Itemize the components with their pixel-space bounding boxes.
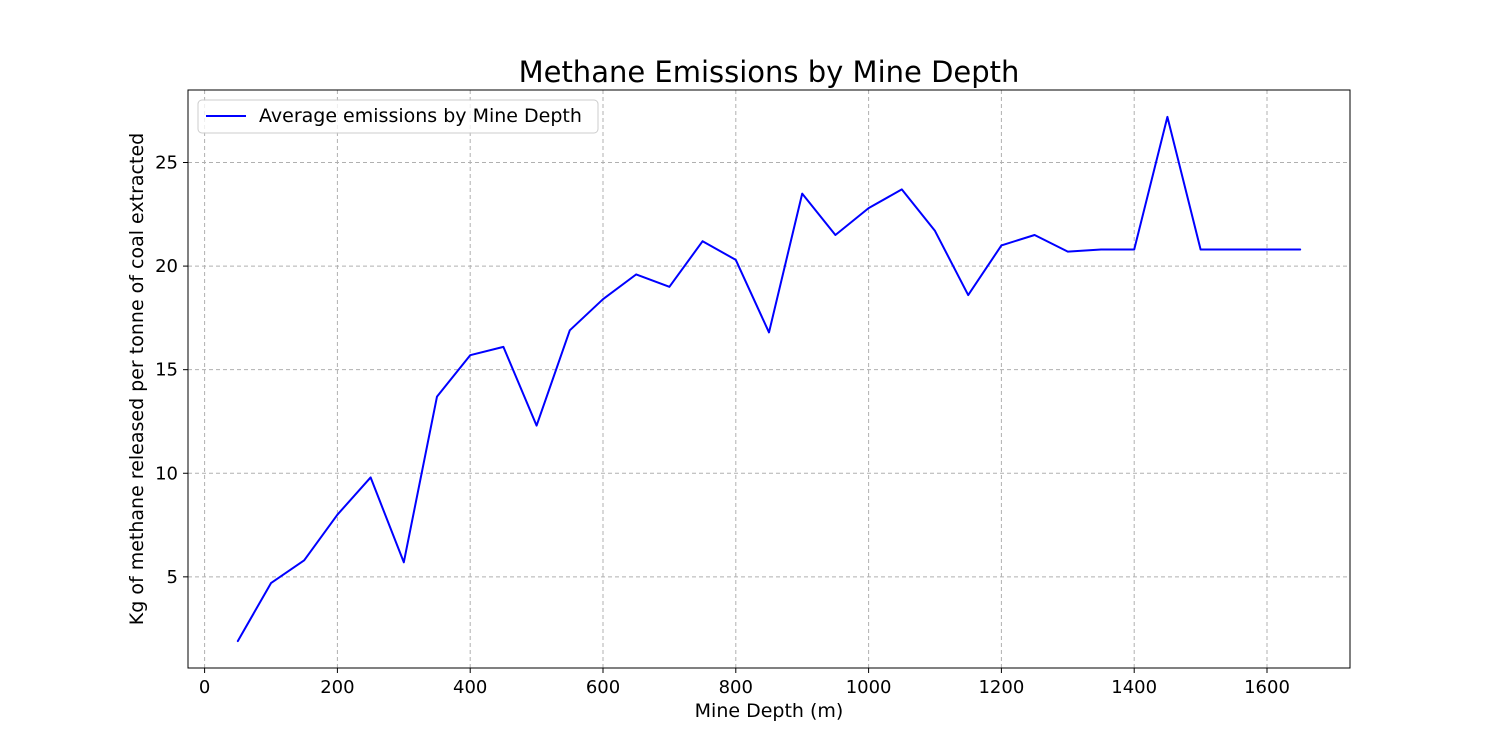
- x-tick-label: 200: [320, 677, 354, 698]
- data-point: [569, 329, 571, 331]
- data-point: [370, 476, 372, 479]
- data-point: [1034, 234, 1036, 236]
- y-tick-label: 10: [155, 463, 178, 484]
- legend-label: Average emissions by Mine Depth: [259, 105, 582, 127]
- data-point: [934, 230, 936, 232]
- plot-frame: [187, 89, 1351, 669]
- x-tick-label: 1200: [978, 677, 1024, 698]
- chart-title: Methane Emissions by Mine Depth: [519, 55, 1020, 89]
- x-tick-label: 1600: [1244, 677, 1290, 698]
- x-tick-label: 400: [453, 677, 487, 698]
- data-point: [967, 294, 969, 296]
- data-point: [303, 559, 305, 561]
- data-point: [1233, 248, 1235, 251]
- data-point: [1100, 248, 1102, 251]
- data-point: [1200, 248, 1202, 251]
- data-point: [502, 346, 504, 348]
- data-point: [868, 207, 870, 209]
- y-tick-label: 15: [155, 360, 178, 381]
- data-point: [270, 582, 272, 584]
- legend: Average emissions by Mine Depth: [197, 99, 599, 134]
- legend-box: [197, 99, 599, 134]
- data-point: [403, 561, 405, 563]
- data-point: [1266, 248, 1268, 251]
- data-point: [602, 298, 604, 300]
- data-point: [635, 273, 637, 275]
- data-point: [1166, 116, 1168, 118]
- data-point: [735, 259, 737, 261]
- y-axis-label: Kg of methane released per tonne of coal…: [126, 133, 148, 625]
- x-tick-label: 600: [586, 677, 620, 698]
- data-point: [1067, 250, 1069, 253]
- data-point: [1133, 248, 1135, 251]
- data-point: [336, 514, 338, 516]
- data-point: [436, 396, 438, 398]
- y-tick-label: 5: [167, 567, 178, 588]
- data-point: [801, 192, 803, 195]
- data-point: [768, 331, 770, 333]
- x-tick-label: 0: [199, 677, 210, 698]
- x-tick-label: 800: [719, 677, 753, 698]
- data-point: [237, 640, 239, 642]
- data-point: [536, 425, 538, 427]
- series-layer: [236, 115, 1302, 643]
- data-point: [1299, 248, 1301, 251]
- grid: [188, 90, 1350, 668]
- data-point: [834, 234, 837, 236]
- x-axis-label: Mine Depth (m): [695, 700, 844, 722]
- data-point: [469, 354, 471, 356]
- data-point: [901, 188, 903, 191]
- data-point: [702, 240, 704, 242]
- data-point: [1000, 244, 1003, 246]
- ticks: 0 200 400 600 800 1000 1200 1400 1600 5 10 15 20 25: [155, 153, 1290, 698]
- x-tick-label: 1000: [846, 677, 892, 698]
- data-point: [668, 286, 671, 288]
- y-tick-label: 25: [155, 153, 178, 174]
- x-tick-label: 1400: [1111, 677, 1157, 698]
- y-tick-label: 20: [155, 256, 178, 277]
